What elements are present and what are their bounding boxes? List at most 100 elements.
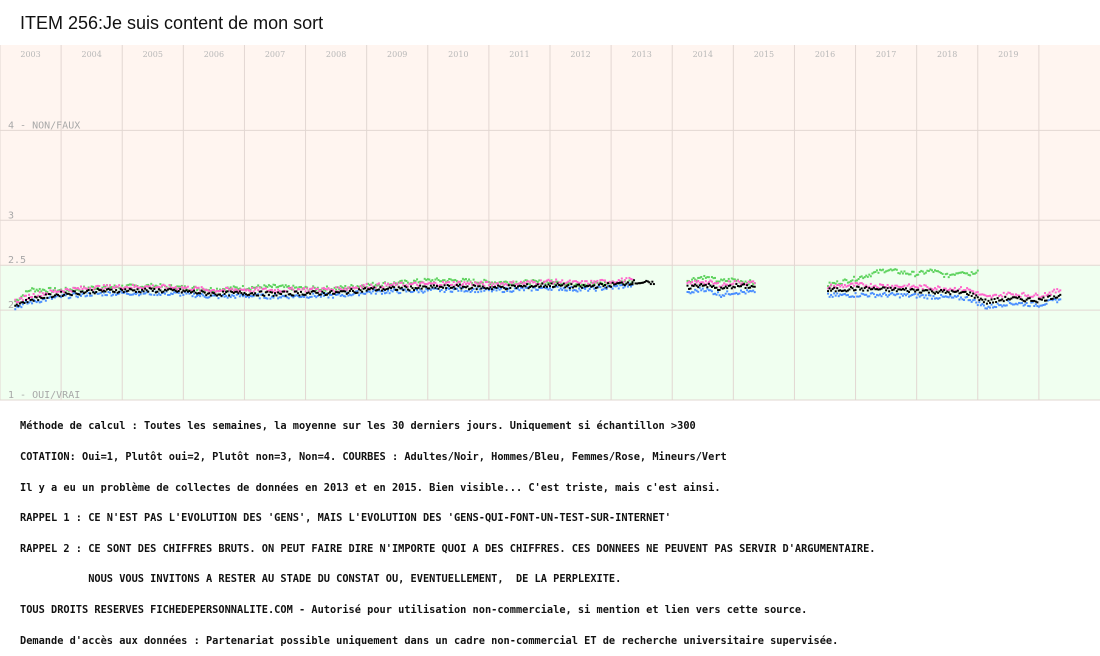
data-point bbox=[400, 279, 403, 282]
data-point bbox=[411, 287, 414, 290]
data-point bbox=[578, 284, 581, 287]
data-point bbox=[471, 283, 474, 286]
data-point bbox=[969, 291, 972, 294]
data-point bbox=[20, 295, 23, 298]
data-point bbox=[200, 289, 203, 292]
data-point bbox=[640, 281, 643, 284]
data-point bbox=[303, 295, 306, 298]
data-point bbox=[138, 286, 141, 289]
data-point bbox=[255, 286, 258, 289]
data-point bbox=[596, 281, 599, 284]
data-point bbox=[228, 288, 231, 291]
data-point bbox=[622, 282, 625, 285]
data-point bbox=[743, 291, 746, 294]
data-point bbox=[60, 290, 63, 293]
data-point bbox=[882, 286, 885, 289]
data-point bbox=[695, 279, 698, 282]
data-point bbox=[443, 284, 446, 287]
data-point bbox=[498, 285, 501, 288]
data-point bbox=[1045, 294, 1048, 297]
data-point bbox=[208, 292, 211, 295]
data-point bbox=[869, 288, 872, 291]
x-tick-label: 2013 bbox=[631, 50, 651, 59]
data-point bbox=[390, 284, 393, 287]
data-point bbox=[752, 285, 755, 288]
data-point bbox=[701, 284, 704, 287]
data-point bbox=[963, 289, 966, 292]
data-point bbox=[205, 296, 208, 299]
data-point bbox=[113, 286, 116, 289]
data-point bbox=[507, 284, 510, 287]
data-point bbox=[351, 289, 354, 292]
data-point bbox=[1007, 299, 1010, 302]
data-point bbox=[115, 289, 118, 292]
data-point bbox=[845, 294, 848, 297]
data-point bbox=[990, 303, 993, 306]
data-point bbox=[451, 283, 454, 286]
data-point bbox=[584, 285, 587, 288]
data-point bbox=[500, 286, 503, 289]
data-point bbox=[98, 285, 101, 288]
data-point bbox=[130, 288, 133, 291]
data-point bbox=[929, 287, 932, 290]
data-point bbox=[691, 284, 694, 287]
data-point bbox=[417, 285, 420, 288]
data-point bbox=[923, 284, 926, 287]
data-point bbox=[388, 292, 391, 295]
data-point bbox=[336, 293, 339, 296]
data-point bbox=[115, 293, 118, 296]
data-point bbox=[417, 291, 420, 294]
data-point bbox=[35, 288, 38, 291]
data-point bbox=[124, 288, 127, 291]
data-point bbox=[862, 293, 865, 296]
data-point bbox=[727, 277, 730, 280]
data-point bbox=[405, 286, 408, 289]
data-point bbox=[940, 288, 943, 291]
data-point bbox=[269, 297, 272, 300]
data-point bbox=[880, 287, 883, 290]
data-point bbox=[159, 283, 162, 286]
data-point bbox=[915, 286, 918, 289]
data-point bbox=[164, 288, 166, 291]
data-point bbox=[1004, 295, 1007, 298]
data-point bbox=[384, 288, 386, 291]
data-point bbox=[78, 289, 81, 292]
data-point bbox=[20, 306, 23, 309]
data-point bbox=[617, 279, 620, 282]
data-point bbox=[623, 284, 626, 287]
data-point bbox=[883, 271, 886, 274]
data-point bbox=[223, 295, 226, 298]
data-point bbox=[703, 282, 706, 285]
note-line: Méthode de calcul : Toutes les semaines,… bbox=[20, 420, 696, 433]
data-point bbox=[1007, 291, 1010, 294]
data-point bbox=[620, 280, 623, 283]
data-point bbox=[194, 296, 197, 299]
data-point bbox=[897, 292, 900, 295]
data-point bbox=[550, 282, 553, 285]
data-point bbox=[509, 290, 512, 293]
data-point bbox=[700, 283, 703, 286]
data-point bbox=[958, 298, 961, 301]
data-point bbox=[1051, 297, 1054, 300]
data-point bbox=[494, 286, 496, 289]
data-point bbox=[495, 289, 498, 292]
data-point bbox=[29, 296, 32, 299]
data-point bbox=[125, 292, 128, 295]
data-point bbox=[307, 290, 310, 293]
data-point bbox=[324, 294, 327, 297]
data-point bbox=[1048, 291, 1051, 294]
data-point bbox=[309, 287, 312, 290]
data-point bbox=[827, 290, 830, 293]
data-point bbox=[154, 291, 157, 294]
data-point bbox=[254, 286, 257, 289]
data-point bbox=[845, 290, 848, 293]
data-point bbox=[174, 291, 177, 294]
data-point bbox=[868, 285, 871, 288]
data-point bbox=[154, 286, 157, 289]
data-point bbox=[409, 285, 412, 288]
data-point bbox=[521, 287, 524, 290]
data-point bbox=[284, 294, 287, 297]
data-point bbox=[72, 290, 75, 293]
data-point bbox=[697, 286, 700, 289]
data-point bbox=[105, 288, 108, 291]
